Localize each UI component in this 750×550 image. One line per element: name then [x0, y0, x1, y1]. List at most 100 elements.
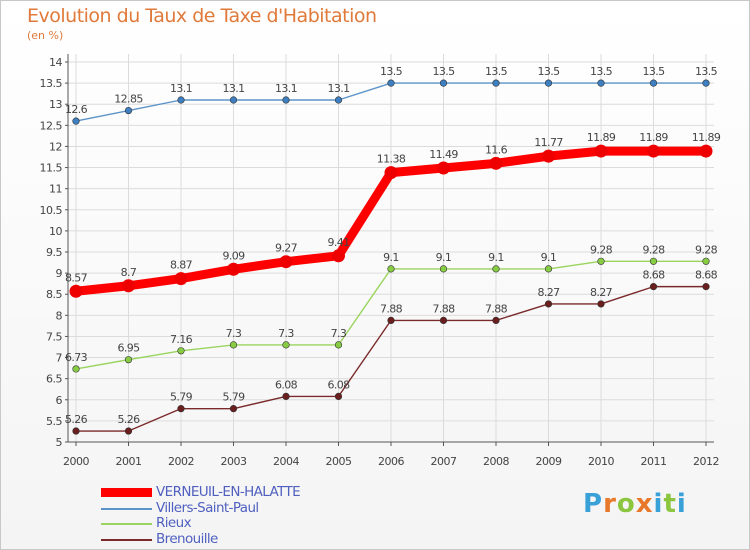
data-point [334, 392, 343, 401]
legend-label: VERNEUIL-EN-HALATTE [156, 484, 301, 500]
data-point [387, 265, 395, 273]
x-tick-label: 2007 [431, 455, 457, 468]
data-label: 11.89 [639, 131, 668, 144]
data-label: 11.6 [485, 143, 508, 156]
x-tick-label: 2000 [63, 455, 89, 468]
data-point [174, 272, 188, 286]
data-point [699, 144, 713, 158]
x-tick-label: 2001 [116, 455, 142, 468]
data-label: 9.28 [642, 243, 665, 256]
data-label: 9.27 [275, 242, 298, 255]
x-tick-label: 2009 [536, 455, 562, 468]
data-point [384, 166, 398, 180]
data-label: 9.28 [695, 243, 718, 256]
data-label: 5.79 [170, 391, 193, 404]
data-point [437, 161, 450, 175]
data-label: 7.16 [170, 333, 193, 346]
chart-title: Evolution du Taux de Taxe d'Habitation [27, 5, 377, 27]
data-label: 11.89 [587, 131, 616, 144]
x-tick-label: 2012 [693, 455, 719, 468]
data-label: 11.89 [692, 131, 721, 144]
data-point [702, 283, 710, 291]
data-point [489, 156, 503, 170]
data-label: 7.88 [485, 302, 508, 315]
data-label: 9.1 [488, 251, 504, 264]
x-tick-label: 2010 [588, 455, 614, 468]
logo-letter: i [676, 489, 687, 519]
data-point [597, 257, 605, 265]
data-point [647, 144, 660, 158]
data-label: 7.3 [278, 327, 294, 340]
y-tick-label: 12 [49, 140, 62, 153]
data-label: 12.85 [114, 93, 143, 106]
legend-swatch [101, 488, 152, 497]
data-label: 8.87 [170, 259, 193, 272]
data-point [597, 79, 605, 87]
data-label: 11.49 [429, 148, 458, 161]
data-label: 8.27 [537, 286, 560, 299]
y-tick-label: 13 [49, 98, 62, 111]
data-label: 8.68 [695, 269, 718, 282]
y-tick-label: 9.5 [46, 246, 62, 259]
data-point [229, 341, 238, 349]
y-tick-label: 7 [56, 352, 63, 365]
data-label: 13.5 [432, 65, 455, 78]
data-point [649, 283, 658, 291]
data-point [702, 257, 710, 265]
data-label: 13.5 [642, 65, 665, 78]
logo-letter: P [583, 489, 604, 519]
x-tick-label: 2005 [326, 455, 352, 468]
data-label: 9.09 [222, 249, 245, 262]
data-point [332, 249, 345, 263]
data-label: 5.26 [117, 413, 140, 426]
y-tick-label: 6 [56, 394, 63, 407]
data-point [649, 257, 658, 265]
data-point [227, 262, 240, 276]
data-point [124, 106, 133, 115]
data-label: 5.26 [65, 413, 88, 426]
data-label: 8.68 [642, 269, 665, 282]
data-label: 6.08 [327, 378, 350, 391]
y-tick-label: 5 [56, 436, 63, 449]
data-point [597, 300, 605, 308]
data-label: 7.3 [331, 327, 347, 340]
logo-letter: x [635, 489, 654, 519]
y-tick-label: 8.5 [46, 288, 62, 301]
y-tick-label: 13.5 [40, 77, 63, 90]
data-label: 9.41 [327, 236, 349, 249]
data-label: 12.6 [65, 103, 88, 116]
y-tick-label: 11.5 [40, 162, 63, 175]
data-label: 7.88 [380, 302, 403, 315]
proxiti-logo: Proxiti [583, 489, 687, 519]
data-label: 11.38 [377, 153, 406, 166]
logo-letter: t [663, 489, 677, 519]
data-label: 6.73 [65, 351, 88, 364]
data-label: 9.1 [383, 251, 399, 264]
data-label: 7.88 [432, 302, 455, 315]
data-label: 5.79 [222, 391, 245, 404]
data-point [492, 265, 500, 273]
data-label: 7.3 [226, 327, 242, 340]
data-point [229, 405, 238, 413]
data-label: 13.5 [380, 65, 403, 78]
x-tick-label: 2006 [378, 455, 404, 468]
y-tick-label: 10 [49, 225, 62, 238]
data-point [177, 405, 185, 413]
y-tick-label: 10.5 [40, 204, 63, 217]
data-point [439, 316, 448, 325]
data-label: 9.28 [590, 243, 613, 256]
data-point [282, 392, 290, 401]
chart-subtitle: (en %) [27, 29, 64, 42]
data-label: 13.1 [222, 82, 244, 95]
logo-letter: r [603, 489, 617, 519]
logo-letter: o [616, 489, 636, 519]
data-point [544, 79, 553, 87]
data-point [122, 279, 135, 293]
data-point [282, 341, 290, 349]
data-point [229, 96, 238, 104]
x-tick-label: 2003 [221, 455, 247, 468]
data-label: 13.1 [275, 82, 297, 95]
data-label: 13.5 [590, 65, 613, 78]
data-label: 13.1 [170, 82, 192, 95]
